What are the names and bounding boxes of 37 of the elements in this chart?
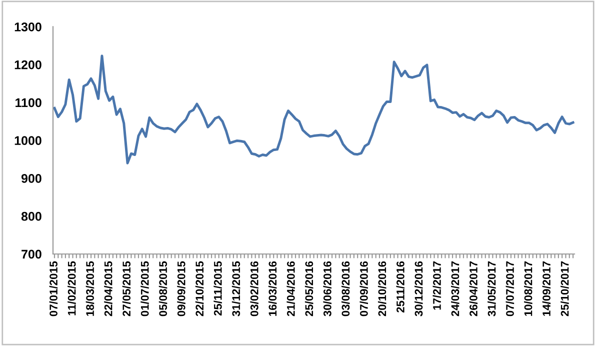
x-tick-label: 26/04/2017 xyxy=(469,261,478,316)
x-tick-label: 27/05/2015 xyxy=(122,261,131,316)
x-tick-label: 25/10/2017 xyxy=(560,261,569,316)
x-tick-label: 07/01/2015 xyxy=(49,261,58,316)
x-tick-label: 09/09/2015 xyxy=(177,261,186,316)
y-tick-label: 900 xyxy=(21,174,42,183)
x-tick-label: 31/12/2015 xyxy=(232,261,240,316)
x-tick-label: 24/03/2017 xyxy=(451,261,460,316)
y-tick-label: 700 xyxy=(22,250,42,259)
x-tick-label: 03/08/2016 xyxy=(341,261,350,316)
x-tick-label: 20/10/2016 xyxy=(378,261,386,316)
x-tick-label: 30/12/2016 xyxy=(414,261,423,316)
y-tick-label: 1100 xyxy=(16,98,42,108)
x-tick-label: 18/03/2015 xyxy=(86,261,94,316)
x-tick-label: 21/04/2016 xyxy=(286,261,295,316)
y-tick-label: 1000 xyxy=(14,136,42,145)
x-tick-label: 25/11/2015 xyxy=(214,261,222,316)
line-series xyxy=(53,54,574,164)
x-tick-label: 17/2/2017 xyxy=(432,261,442,310)
x-tick-label: 03/02/2016 xyxy=(250,261,258,316)
x-tick-label: 30/06/2016 xyxy=(323,261,332,316)
x-tick-label: 10/08/2017 xyxy=(524,261,532,316)
x-tick-label: 07/07/2017 xyxy=(506,261,514,316)
x-tick-label: 05/08/2015 xyxy=(158,261,168,316)
x-tick-label: 14/09/2017 xyxy=(542,261,551,316)
x-tick-label: 25/05/2016 xyxy=(304,261,314,316)
y-tick-label: 800 xyxy=(21,212,42,221)
x-tick-label: 22/10/2015 xyxy=(195,261,204,316)
y-tick-label: 1200 xyxy=(14,60,42,70)
y-tick-label: 1300 xyxy=(14,22,42,32)
x-tick-label: 22/04/2015 xyxy=(104,261,112,316)
x-tick-label: 07/09/2016 xyxy=(360,261,368,316)
x-tick-label: 2511/2016 xyxy=(396,261,405,312)
x-tick-label: 16/03/2016 xyxy=(268,261,277,316)
x-tick-label: 01/07/2015 xyxy=(140,261,149,316)
x-tick-label: 31/05/2017 xyxy=(488,261,496,316)
x-tick-label: 11/02/2015 xyxy=(68,261,76,316)
